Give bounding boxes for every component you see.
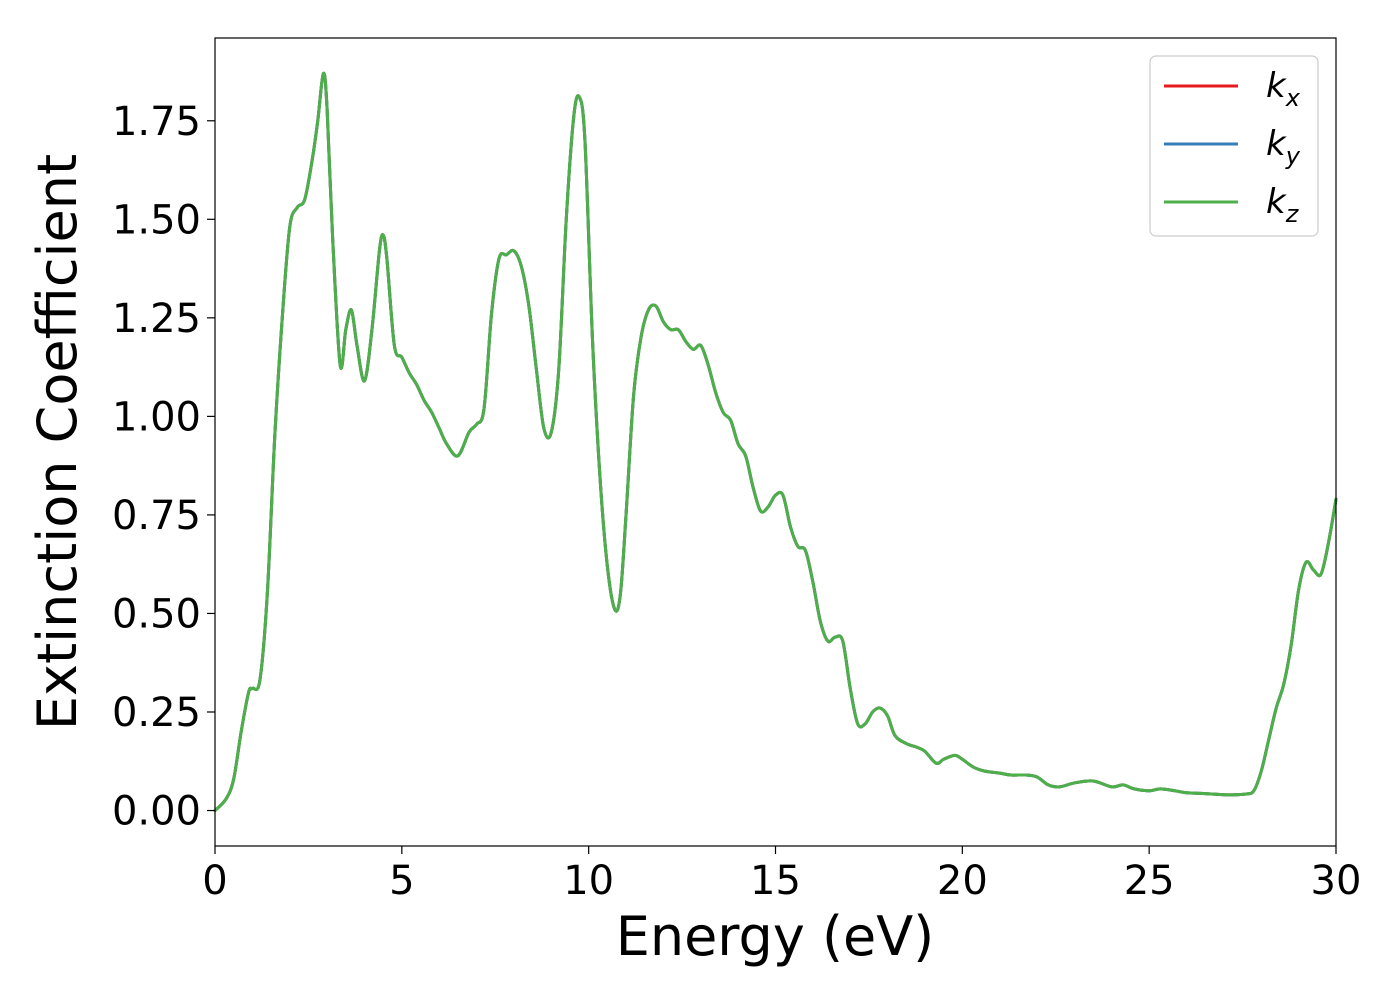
x-tick-label: 20 — [937, 858, 988, 904]
legend-label-k-x: kx — [1266, 66, 1301, 112]
x-tick-label: 15 — [750, 858, 801, 904]
legend-label-subscript: y — [1285, 142, 1301, 170]
y-tick-label: 1.25 — [112, 296, 201, 342]
y-tick-label: 0.75 — [112, 493, 201, 539]
x-tick-label: 30 — [1311, 858, 1362, 904]
legend-label-base: k — [1266, 124, 1287, 164]
y-tick-label: 1.00 — [112, 394, 201, 440]
legend-label-base: k — [1266, 182, 1287, 222]
x-tick-label: 25 — [1124, 858, 1175, 904]
legend-box — [1149, 55, 1319, 237]
plot-area — [213, 37, 1338, 847]
x-tick-label: 10 — [563, 858, 614, 904]
x-tick-label: 0 — [202, 858, 227, 904]
y-axis-ticks: 0.00 0.25 0.50 0.75 1.00 1.25 1.50 1.75 — [112, 99, 215, 835]
legend-label-subscript: x — [1285, 84, 1301, 112]
series-lines — [213, 71, 1338, 813]
x-axis-title: Energy (eV) — [616, 905, 935, 968]
legend-label-k-y: ky — [1266, 124, 1301, 170]
legend-label-subscript: z — [1285, 200, 1300, 228]
y-tick-label: 1.75 — [112, 99, 201, 145]
y-tick-label: 1.50 — [112, 197, 201, 243]
x-tick-label: 5 — [389, 858, 414, 904]
y-axis-title: Extinction Coefficient — [26, 154, 89, 730]
y-tick-label: 0.00 — [112, 789, 201, 835]
y-tick-label: 0.25 — [112, 690, 201, 736]
legend-label-k-z: kz — [1266, 182, 1300, 228]
series-line-k-z — [213, 71, 1338, 813]
y-tick-label: 0.50 — [112, 591, 201, 637]
legend-label-base: k — [1266, 66, 1287, 106]
x-axis-ticks: 0 5 10 15 20 25 30 — [202, 846, 1361, 904]
